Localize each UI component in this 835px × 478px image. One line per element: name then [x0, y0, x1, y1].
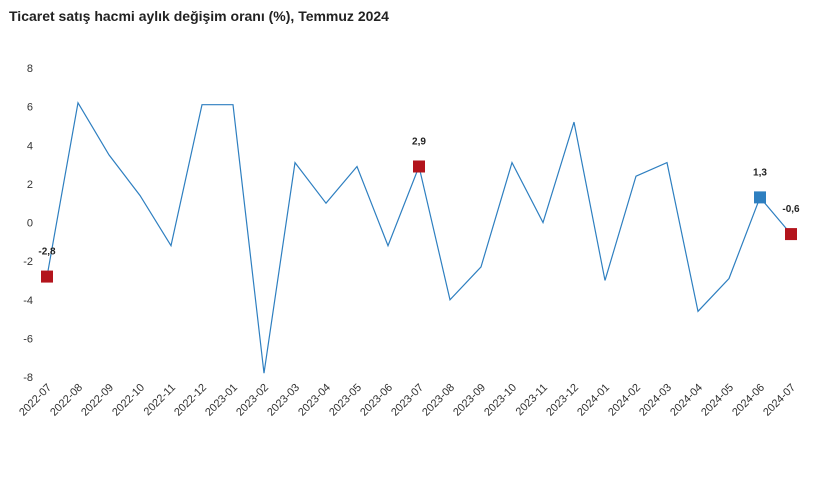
data-label: 2,9 — [412, 136, 426, 147]
data-point-marker — [41, 270, 53, 283]
y-tick-label: -6 — [23, 333, 33, 345]
x-tick-label: 2023-10 — [482, 382, 519, 419]
x-tick-label: 2022-11 — [142, 382, 178, 418]
y-tick-label: 4 — [27, 140, 33, 152]
x-tick-label: 2023-05 — [327, 382, 364, 419]
x-tick-label: 2023-03 — [265, 382, 302, 419]
y-tick-label: 6 — [27, 102, 33, 114]
x-tick-label: 2024-05 — [699, 382, 736, 419]
x-tick-label: 2022-08 — [48, 382, 85, 419]
x-tick-label: 2024-01 — [575, 382, 612, 419]
x-tick-label: 2024-02 — [606, 382, 643, 419]
y-tick-label: -8 — [23, 372, 33, 384]
x-tick-label: 2022-10 — [110, 382, 147, 419]
data-point-marker — [754, 191, 766, 204]
x-tick-label: 2023-12 — [544, 382, 581, 419]
x-tick-label: 2024-06 — [730, 382, 767, 419]
x-tick-label: 2023-06 — [358, 382, 395, 419]
x-tick-label: 2023-11 — [514, 382, 550, 418]
x-tick-label: 2022-07 — [17, 382, 54, 419]
chart-title: Ticaret satış hacmi aylık değişim oranı … — [9, 8, 389, 24]
y-tick-label: 2 — [27, 179, 33, 191]
y-tick-label: 0 — [27, 218, 33, 230]
data-point-marker — [413, 160, 425, 173]
x-tick-label: 2023-02 — [234, 382, 271, 419]
y-tick-label: 8 — [27, 63, 33, 75]
x-tick-label: 2022-12 — [172, 382, 209, 419]
y-tick-label: -4 — [23, 295, 33, 307]
x-tick-label: 2024-03 — [637, 382, 674, 419]
data-point-marker — [785, 228, 797, 241]
x-tick-label: 2024-07 — [761, 382, 798, 419]
x-tick-label: 2023-07 — [389, 382, 426, 419]
y-tick-label: -2 — [23, 256, 33, 268]
x-tick-label: 2022-09 — [79, 382, 116, 419]
data-label: 1,3 — [753, 167, 767, 178]
x-tick-label: 2024-04 — [668, 382, 705, 419]
x-tick-label: 2023-01 — [203, 382, 240, 419]
x-tick-label: 2023-09 — [451, 382, 488, 419]
x-tick-label: 2023-08 — [420, 382, 457, 419]
data-label: -0,6 — [782, 204, 800, 215]
data-label: -2,8 — [38, 247, 56, 258]
x-tick-label: 2023-04 — [296, 382, 333, 419]
